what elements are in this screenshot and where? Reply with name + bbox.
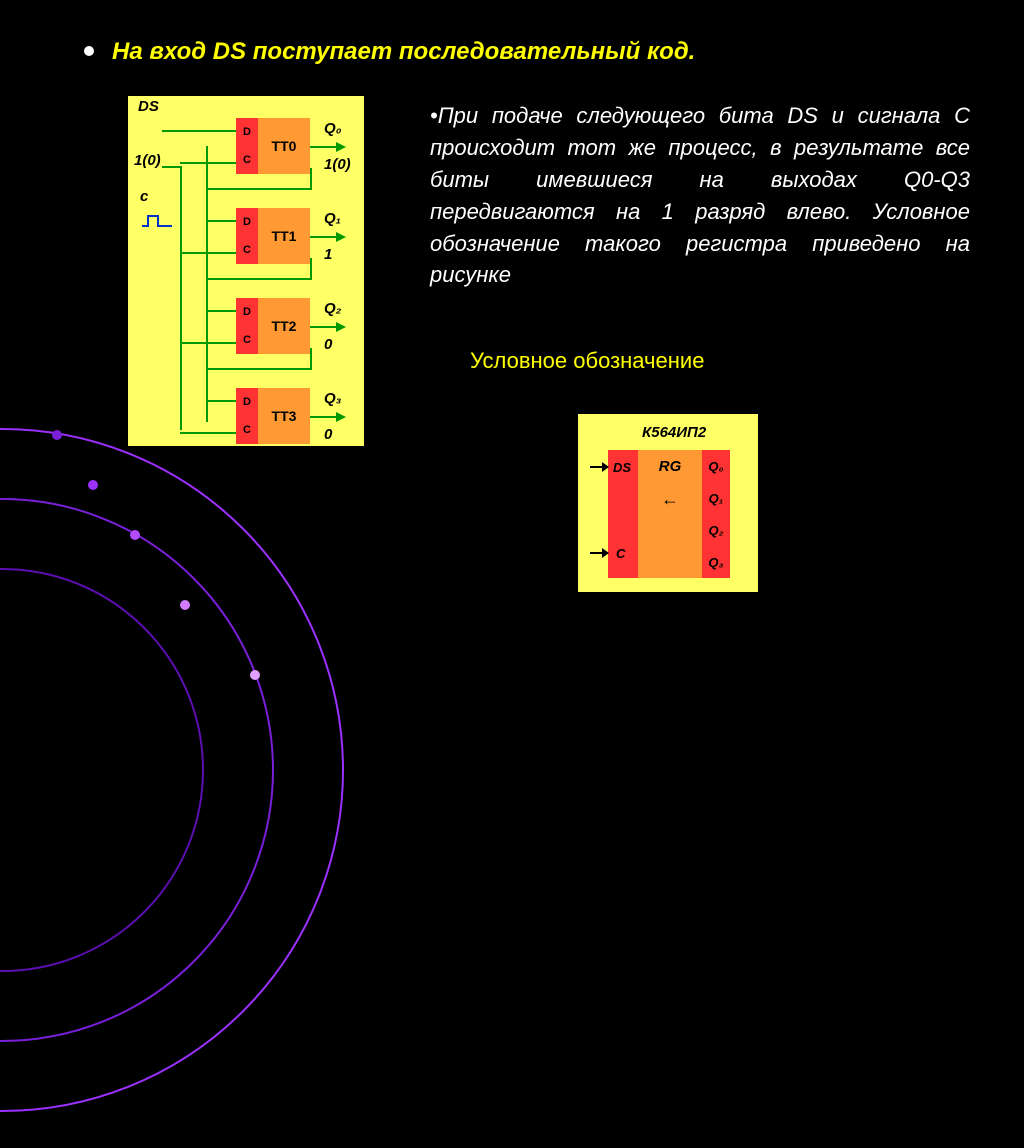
paragraph-text: При подаче следующего бита DS и сигнала … bbox=[430, 103, 970, 287]
wire bbox=[310, 146, 338, 148]
q-label: Q₁ bbox=[324, 210, 341, 227]
ff-name: TT1 bbox=[258, 208, 310, 264]
wire bbox=[206, 220, 236, 222]
ff-dc-col: DC bbox=[236, 118, 258, 174]
pin-tri-icon bbox=[602, 462, 609, 472]
clock-label: с bbox=[140, 188, 148, 205]
q-value: 0 bbox=[324, 336, 332, 353]
wire bbox=[206, 368, 312, 370]
arrow-icon: ← bbox=[661, 489, 679, 510]
slide-title: На вход DS поступает последовательный ко… bbox=[112, 36, 695, 67]
chip-body: DS C RG ← Q₀ Q₁ Q₂ Q₃ bbox=[608, 450, 730, 578]
ff-dc-col: DC bbox=[236, 298, 258, 354]
wire bbox=[310, 416, 338, 418]
decor-ring bbox=[0, 428, 344, 1112]
wire bbox=[180, 432, 236, 434]
decor-ring bbox=[0, 498, 274, 1042]
pin-q: Q₁ bbox=[709, 491, 724, 506]
pin-ds: DS bbox=[613, 460, 631, 475]
body-paragraph: •При подаче следующего бита DS и сигнала… bbox=[430, 100, 970, 291]
wire bbox=[206, 310, 236, 312]
ff-dc-col: DC bbox=[236, 388, 258, 444]
q-label: Q₀ bbox=[324, 120, 342, 137]
decor-dot bbox=[88, 480, 98, 490]
slide: На вход DS поступает последовательный ко… bbox=[0, 0, 1024, 768]
wire bbox=[310, 258, 312, 278]
flipflop: DCTT2 bbox=[236, 298, 310, 354]
decor-dot bbox=[130, 530, 140, 540]
wire bbox=[310, 168, 312, 188]
bullet-disc bbox=[84, 46, 94, 56]
wire bbox=[180, 166, 182, 430]
decor-ring bbox=[0, 568, 204, 972]
wire bbox=[180, 252, 236, 254]
arrow-icon bbox=[336, 142, 346, 152]
wire bbox=[310, 326, 338, 328]
arrow-icon bbox=[336, 232, 346, 242]
pin-q: Q₀ bbox=[708, 459, 723, 474]
wire bbox=[180, 162, 236, 164]
wire bbox=[206, 278, 312, 280]
pin-q: Q₃ bbox=[708, 555, 723, 570]
chip-right-col: Q₀ Q₁ Q₂ Q₃ bbox=[702, 450, 730, 578]
ff-name: TT2 bbox=[258, 298, 310, 354]
wire bbox=[162, 166, 182, 168]
clock-icon bbox=[142, 214, 172, 228]
wire bbox=[180, 342, 236, 344]
arrow-icon bbox=[336, 412, 346, 422]
q-value: 1 bbox=[324, 246, 332, 263]
decor-dot bbox=[180, 600, 190, 610]
register-symbol-diagram: К564ИП2 DS C RG ← Q₀ Q₁ Q₂ Q₃ bbox=[578, 414, 758, 592]
rg-label: RG bbox=[659, 458, 682, 475]
chip-left-col: DS C bbox=[608, 450, 638, 578]
decor-dot bbox=[250, 670, 260, 680]
chip-title: К564ИП2 bbox=[642, 424, 706, 441]
ff-name: TT0 bbox=[258, 118, 310, 174]
pin-tri-icon bbox=[602, 548, 609, 558]
arrow-icon bbox=[336, 322, 346, 332]
ds-label: DS bbox=[138, 98, 159, 115]
wire bbox=[206, 400, 236, 402]
wire bbox=[206, 188, 312, 190]
symbol-caption: Условное обозначение bbox=[470, 348, 704, 374]
pin-q: Q₂ bbox=[708, 523, 723, 538]
pin-c: C bbox=[616, 546, 625, 561]
corner-decor bbox=[0, 388, 380, 1148]
flipflop: DCTT1 bbox=[236, 208, 310, 264]
shift-register-diagram: DS 1(0) с DCTT0Q₀1(0)DCTT1Q₁1DCTT2Q₂0DCT… bbox=[128, 96, 364, 446]
q-value: 1(0) bbox=[324, 156, 351, 173]
ff-name: TT3 bbox=[258, 388, 310, 444]
title-bullet: На вход DS поступает последовательный ко… bbox=[84, 36, 695, 67]
wire bbox=[310, 236, 338, 238]
chip-center: RG ← bbox=[638, 450, 702, 578]
ds-value: 1(0) bbox=[134, 152, 161, 169]
q-label: Q₂ bbox=[324, 300, 341, 317]
ff-dc-col: DC bbox=[236, 208, 258, 264]
q-value: 0 bbox=[324, 426, 332, 443]
wire bbox=[310, 348, 312, 368]
flipflop: DCTT3 bbox=[236, 388, 310, 444]
q-label: Q₃ bbox=[324, 390, 342, 407]
decor-dot bbox=[52, 430, 62, 440]
flipflop: DCTT0 bbox=[236, 118, 310, 174]
wire bbox=[162, 130, 236, 132]
